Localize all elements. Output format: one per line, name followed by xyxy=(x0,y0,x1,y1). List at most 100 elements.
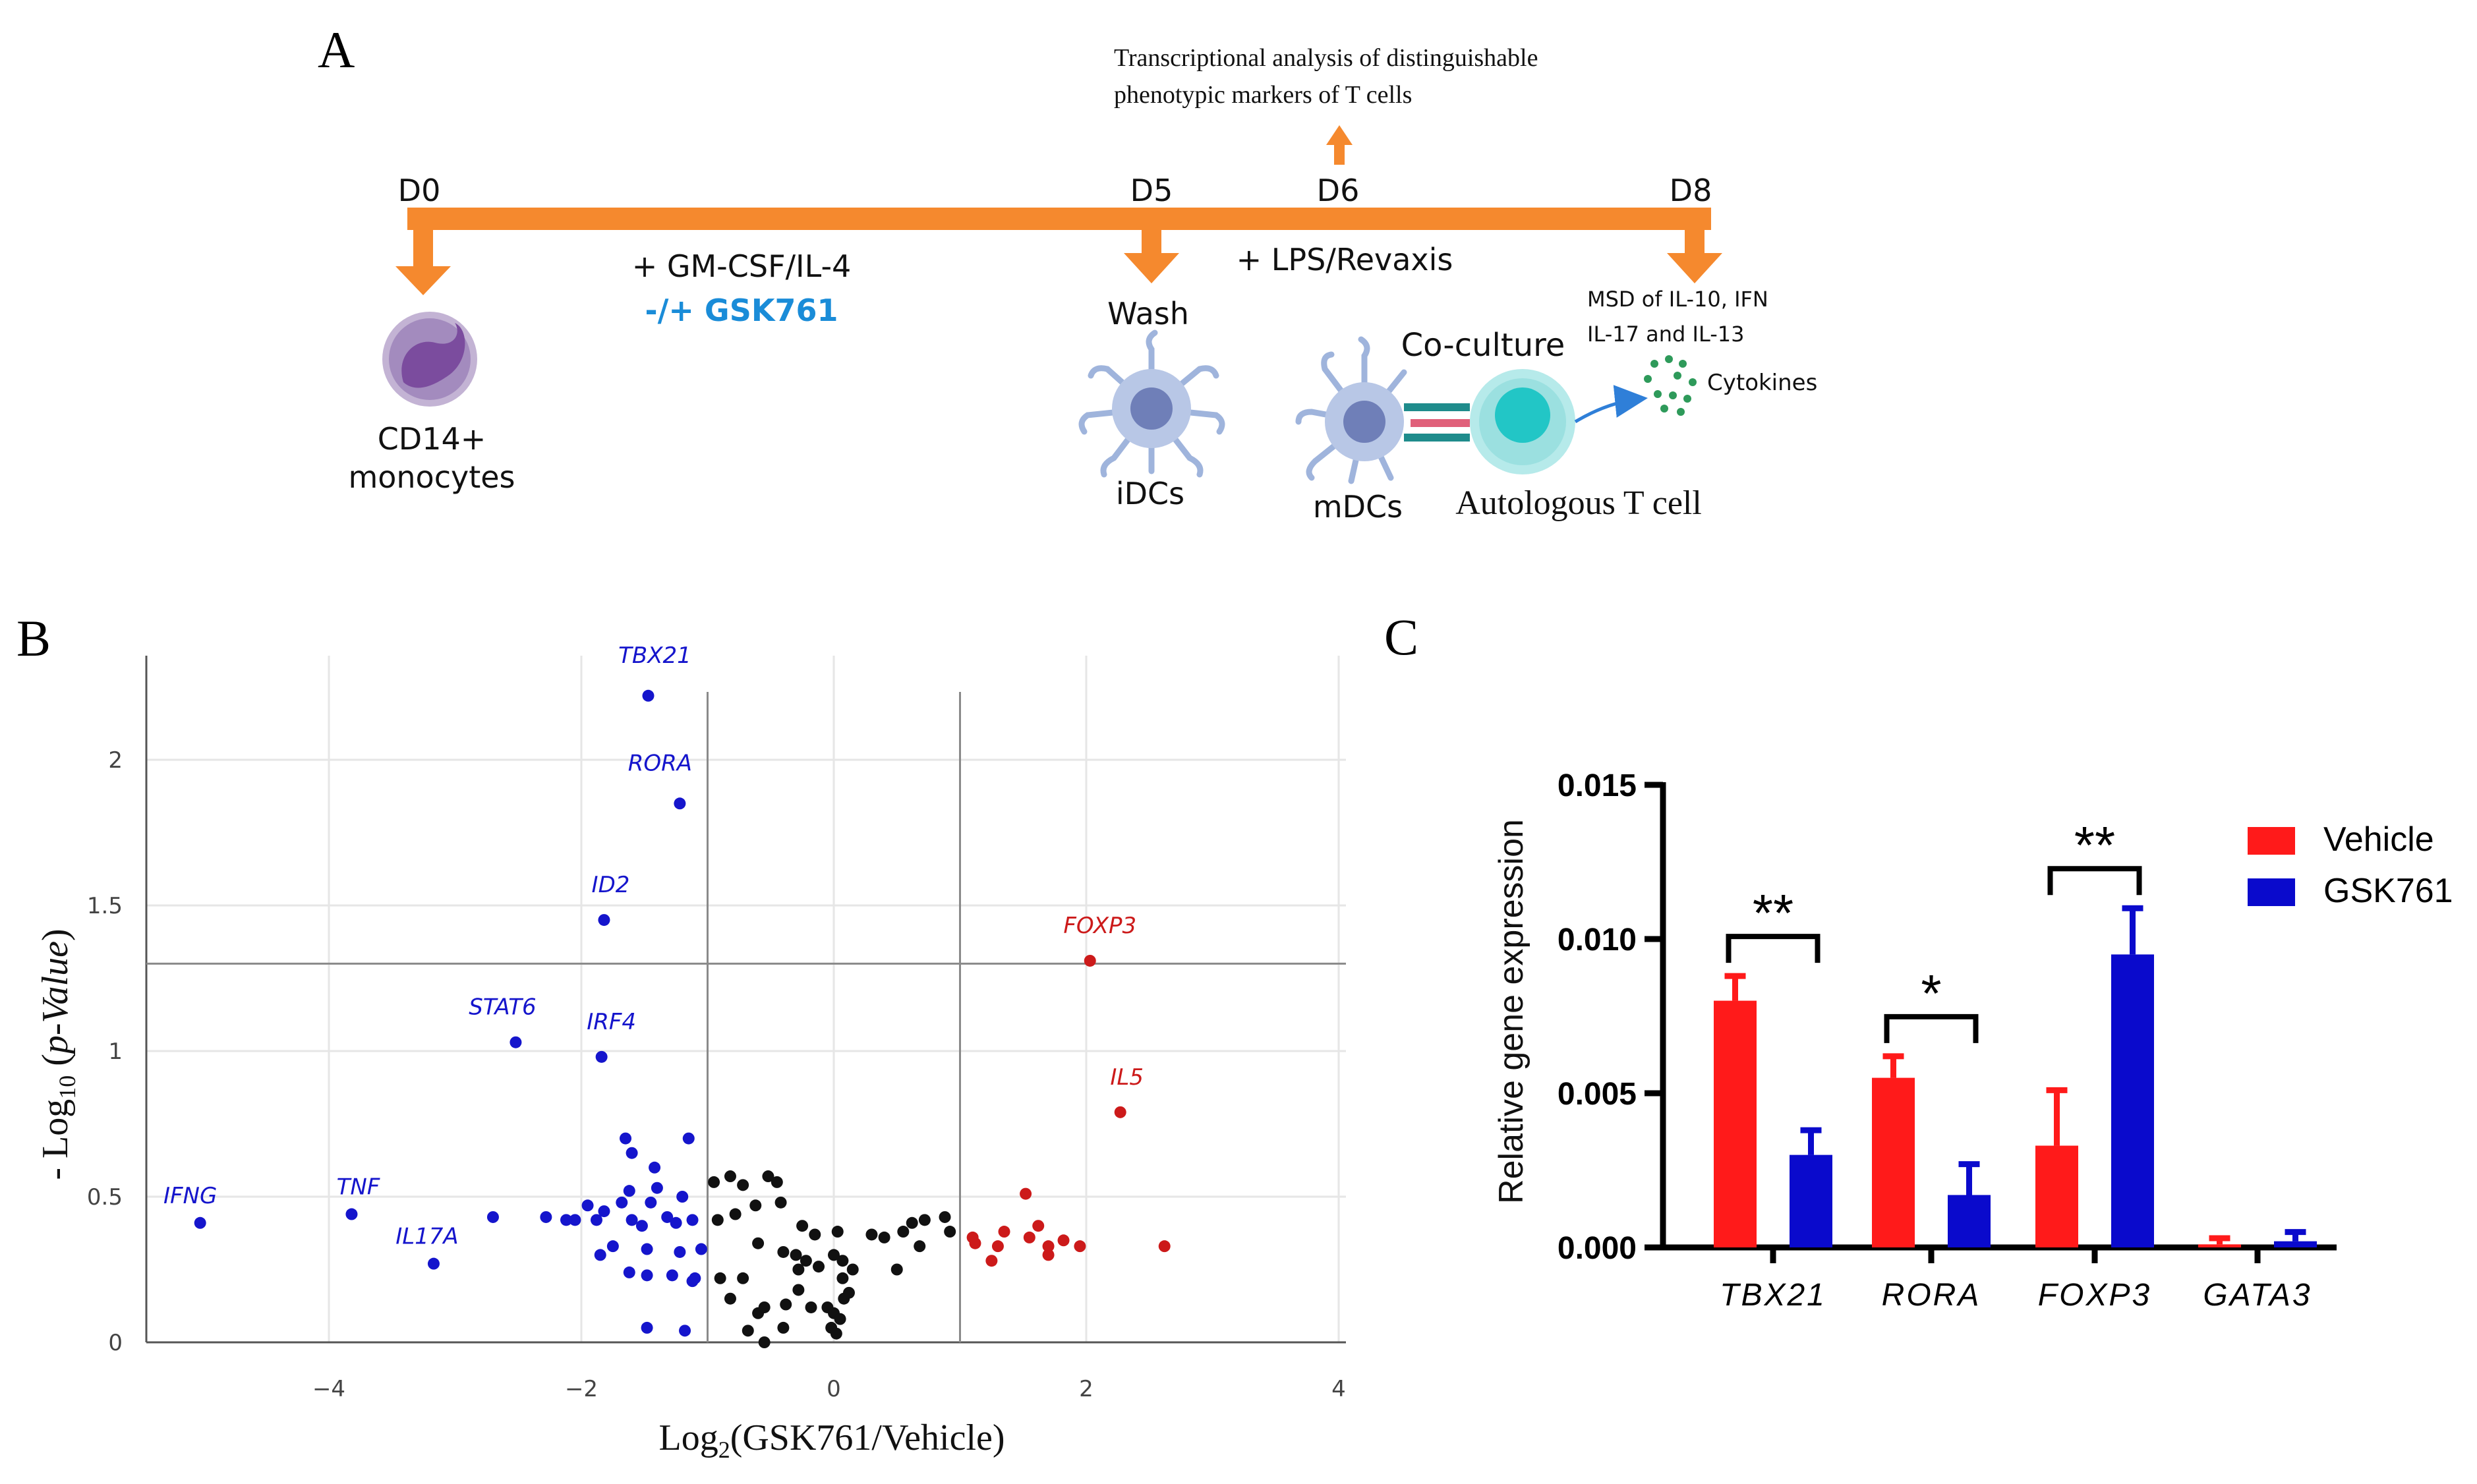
bar-vehicle-rora xyxy=(1872,1077,1915,1247)
volcano-x-axis-label: Log2(GSK761/Vehicle) xyxy=(658,1417,1005,1463)
point-ns xyxy=(800,1255,812,1267)
legend-swatch-gsk761 xyxy=(2248,878,2295,906)
point-down xyxy=(641,1243,653,1255)
d6-arrow-head xyxy=(1326,125,1353,145)
treatment-lps: + LPS/Revaxis xyxy=(1237,242,1453,277)
point-ns xyxy=(780,1298,792,1311)
point-ns xyxy=(813,1261,825,1273)
point-up xyxy=(998,1226,1010,1238)
bar-vehicle-gata3 xyxy=(2198,1244,2241,1247)
monocyte-label-2: monocytes xyxy=(348,459,515,495)
point-ns xyxy=(708,1176,720,1188)
point-il5 xyxy=(1114,1106,1126,1118)
panel-c: C 0.000 0.005 0.010 0.015 TBX21 ** RORA * FOXP3 *… xyxy=(1384,608,2453,1313)
treatment-gsk761: -/+ GSK761 xyxy=(645,293,838,328)
point-down xyxy=(486,1211,499,1223)
point-down xyxy=(616,1196,628,1209)
point-up xyxy=(1074,1240,1086,1253)
gene-label-stat6: STAT6 xyxy=(469,994,536,1021)
gene-label-irf4: IRF4 xyxy=(587,1009,636,1035)
point-ns xyxy=(724,1292,736,1305)
point-ns xyxy=(828,1249,840,1261)
category-label-foxp3: FOXP3 xyxy=(2038,1278,2151,1313)
day-d8: D8 xyxy=(1670,173,1712,208)
point-down xyxy=(676,1191,689,1203)
point-ns xyxy=(890,1263,903,1276)
point-ns xyxy=(758,1336,771,1348)
y-tick-label: 0.015 xyxy=(1558,768,1637,803)
volcano-plot: −4 −2 0 2 4 0 0.5 1 1.5 2 TBX21 RORA ID2 STAT6 IRF4 IFN… xyxy=(87,642,1346,1402)
significance-stars: ** xyxy=(1753,884,1793,942)
point-ns xyxy=(805,1301,817,1313)
gene-label-id2: ID2 xyxy=(592,872,630,898)
transcriptional-note-line2: phenotypic markers of T cells xyxy=(1114,81,1412,109)
immune-synapse xyxy=(1404,403,1470,442)
point-id2 xyxy=(598,914,610,927)
point-rora xyxy=(674,797,686,810)
transcriptional-note-line1: Transcriptional analysis of distinguisha… xyxy=(1114,44,1538,72)
point-ns xyxy=(878,1231,890,1243)
y-tick-label: 0.000 xyxy=(1558,1231,1637,1266)
y-tick-label: 0.005 xyxy=(1558,1077,1637,1112)
point-down xyxy=(641,1321,653,1334)
point-ns xyxy=(711,1214,724,1226)
coculture-label: Co-culture xyxy=(1401,327,1565,364)
point-down xyxy=(682,1132,695,1145)
significance-stars: * xyxy=(1921,964,1941,1023)
point-up xyxy=(991,1240,1004,1253)
point-up xyxy=(1020,1187,1032,1200)
point-down xyxy=(695,1243,707,1255)
treatment-gmcsf: + GM-CSF/IL-4 xyxy=(632,248,852,284)
point-irf4 xyxy=(595,1050,608,1063)
cytokine-dots-icon xyxy=(1644,355,1697,416)
y-tick-label: 0 xyxy=(108,1330,123,1356)
mdc-label: mDCs xyxy=(1313,489,1403,525)
point-ns xyxy=(918,1214,931,1226)
point-down xyxy=(623,1266,635,1278)
point-ns xyxy=(724,1170,736,1183)
point-down xyxy=(641,1269,653,1282)
mdc-cell-icon xyxy=(1295,336,1407,484)
y-tick-label: 0.010 xyxy=(1558,923,1637,957)
panel-a: A D0 D5 D6 D8 Transcriptional analysis o… xyxy=(318,21,1817,525)
point-ns xyxy=(914,1240,926,1253)
monocyte-cell-icon xyxy=(382,312,477,407)
point-ns xyxy=(742,1325,754,1337)
point-ns xyxy=(809,1228,821,1241)
point-up xyxy=(1023,1231,1035,1243)
point-tbx21 xyxy=(642,689,655,702)
legend-swatch-vehicle xyxy=(2248,827,2295,855)
x-tick-label: −2 xyxy=(565,1376,598,1402)
point-down xyxy=(598,1205,610,1218)
point-down xyxy=(651,1182,663,1194)
point-down xyxy=(623,1185,635,1197)
point-down xyxy=(686,1214,699,1226)
idc-label: iDCs xyxy=(1116,476,1184,511)
gene-label-rora: RORA xyxy=(628,750,692,776)
point-ns xyxy=(944,1226,956,1238)
gene-label-foxp3: FOXP3 xyxy=(1063,913,1136,939)
point-up xyxy=(1032,1220,1045,1232)
gene-label-tbx21: TBX21 xyxy=(618,642,691,669)
gene-label-ifng: IFNG xyxy=(163,1183,217,1209)
msd-line1: MSD of IL-10, IFN xyxy=(1587,287,1768,312)
point-ns xyxy=(752,1237,765,1249)
point-down xyxy=(661,1211,674,1223)
idc-cell-icon xyxy=(1078,329,1225,478)
panel-a-label: A xyxy=(318,21,355,78)
point-il17a xyxy=(427,1257,440,1270)
bar-gsk761-rora xyxy=(1948,1195,1991,1247)
point-ns xyxy=(796,1220,809,1232)
x-tick-label: 2 xyxy=(1079,1376,1093,1402)
day-d6: D6 xyxy=(1317,173,1360,208)
point-ns xyxy=(777,1245,790,1258)
significance-bracket xyxy=(2047,866,2142,896)
tcell-label: Autologous T cell xyxy=(1455,484,1702,522)
point-down xyxy=(689,1272,701,1284)
point-ns xyxy=(830,1327,842,1340)
point-stat6 xyxy=(510,1036,522,1048)
category-label-tbx21: TBX21 xyxy=(1720,1278,1826,1313)
point-ns xyxy=(749,1199,762,1212)
point-down xyxy=(649,1161,661,1174)
